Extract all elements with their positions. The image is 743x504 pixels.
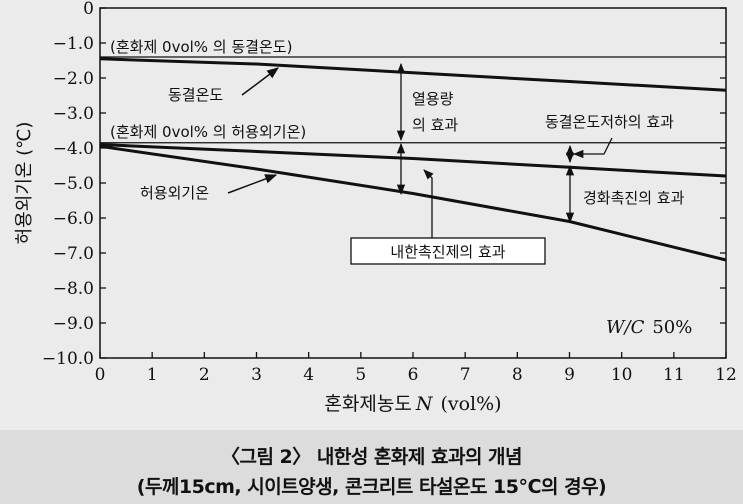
- x-tick-label: 11: [663, 365, 685, 385]
- x-tick-label: 1: [147, 365, 158, 385]
- y-tick-label: −1.0: [53, 34, 94, 54]
- y-tick-label: 0: [83, 0, 94, 19]
- x-tick-label: 12: [715, 365, 737, 385]
- y-tick-label: −4.0: [53, 139, 94, 159]
- series-line-upper: [99, 143, 727, 178]
- wc-ratio-label: W/C 50%: [606, 317, 692, 338]
- y-tick-label: −8.0: [53, 279, 94, 299]
- y-tick-label: −2.0: [53, 69, 94, 89]
- series-line-allow: [99, 144, 727, 262]
- y-axis-title: 허용외기온 (℃): [14, 122, 35, 245]
- x-tick-label: 0: [95, 365, 106, 385]
- x-tick-label: 6: [408, 365, 419, 385]
- allowable-temp-leader-arrow: [227, 174, 278, 194]
- freeze-drop-leader-arrow: [572, 137, 613, 159]
- figure-caption: 〈그림 2〉 내한성 혼화제 효과의 개념 (두께15cm, 시이트양생, 콘크…: [0, 430, 743, 504]
- heat-capacity-label-line1: 열용량: [412, 90, 454, 108]
- freezing-temp-leader-arrow: [241, 67, 279, 96]
- x-tick-label: 7: [460, 365, 471, 385]
- y-tick-label: −10.0: [42, 349, 94, 369]
- x-tick-label: 8: [512, 365, 523, 385]
- x-tick-label: 5: [355, 365, 366, 385]
- allowable-temp-label: 허용외기온: [140, 184, 209, 202]
- y-tick-label: −5.0: [53, 174, 94, 194]
- chart-figure: 0 −1.0 −2.0 −3.0 −4.0 −5.0 −6.0 −7.0 −8.0 −9.0 −10…: [0, 0, 743, 430]
- x-tick-label: 2: [199, 365, 210, 385]
- y-tick-label: −7.0: [53, 244, 94, 264]
- antifreeze-effect-label: 내한촉진제의 효과: [390, 243, 505, 261]
- x-tick-label: 4: [303, 365, 314, 385]
- line-chart: 0 −1.0 −2.0 −3.0 −4.0 −5.0 −6.0 −7.0 −8.0 −9.0 −10…: [14, 0, 737, 415]
- y-tick-label: −6.0: [53, 209, 94, 229]
- x-tick-label: 3: [251, 365, 262, 385]
- heat-capacity-label-line2: 의 효과: [412, 116, 458, 134]
- caption-subtitle: (두께15cm, 시이트양생, 콘크리트 타설온도 15℃의 경우): [136, 476, 607, 498]
- freeze-drop-effect-label: 동결온도저하의 효과: [545, 113, 674, 131]
- antifreeze-leader-arrow: [423, 169, 434, 238]
- antifreeze-effect-box: [350, 237, 546, 265]
- ref-label-allowable: (혼화제 0vol% 의 허용외기온): [110, 123, 306, 141]
- y-tick-label: −9.0: [53, 314, 94, 334]
- hardening-effect-label: 경화촉진의 효과: [583, 189, 685, 207]
- series-line-freeze: [99, 57, 727, 92]
- x-tick-label: 10: [611, 365, 633, 385]
- y-tick-label: −3.0: [53, 104, 94, 124]
- freezing-temp-label: 동결온도: [168, 86, 223, 104]
- ref-label-freezing: (혼화제 0vol% 의 동결온도): [110, 38, 292, 56]
- x-tick-label: 9: [564, 365, 575, 385]
- x-axis-title: 혼화제농도 N (vol%): [324, 393, 501, 415]
- caption-title: 〈그림 2〉 내한성 혼화제 효과의 개념: [220, 446, 523, 468]
